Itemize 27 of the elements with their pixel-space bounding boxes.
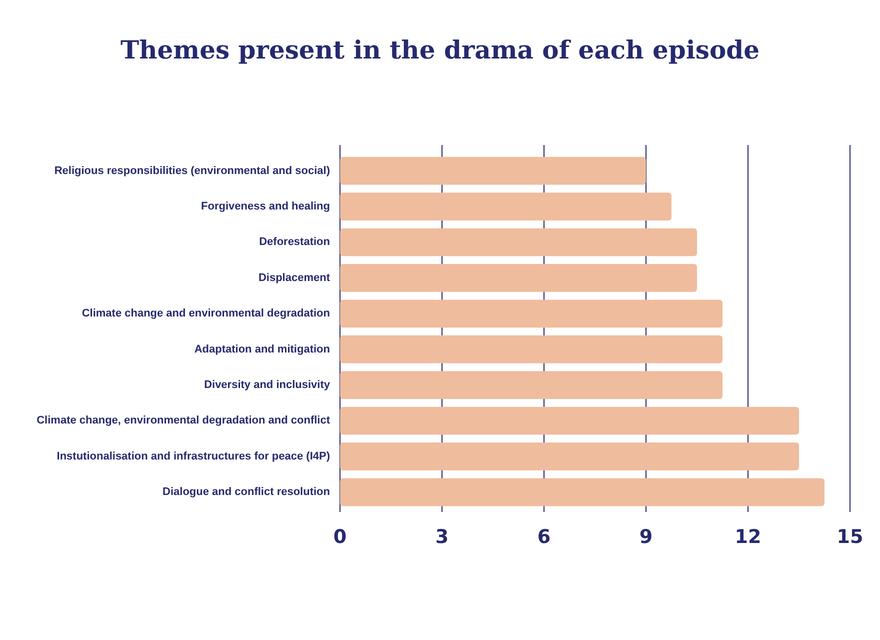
y-tick-label: Climate change and environmental degradation [82,308,330,320]
y-tick-label: Deforestation [259,236,330,248]
y-tick-label: Instutionalisation and infrastructures for peace (I4P) [56,450,330,462]
bar [340,478,824,506]
bar [340,371,722,399]
bar [340,192,672,220]
y-tick-label: Displacement [258,272,330,284]
bar [340,442,799,470]
x-tick-label: 0 [333,526,347,548]
bar [340,264,697,292]
bar [340,228,697,256]
y-tick-label: Adaptation and mitigation [194,343,330,356]
bar [340,335,722,364]
x-tick-label: 6 [537,526,551,548]
chart-title: Themes present in the drama of each episode [120,35,760,64]
bar [340,156,646,185]
y-tick-label: Diversity and inclusivity [204,378,331,391]
x-tick-label: 12 [734,526,762,548]
x-tick-label: 15 [836,526,864,548]
x-tick-label: 9 [639,526,653,548]
y-tick-label: Climate change, environmental degradation and conflict [36,414,330,427]
bar [340,300,722,328]
x-tick-label: 3 [435,526,449,548]
bar [340,406,799,435]
y-tick-label: Religious responsibilities (environmental and social) [54,164,330,177]
y-tick-label: Forgiveness and healing [201,200,330,212]
y-tick-label: Dialogue and conflict resolution [162,486,330,498]
